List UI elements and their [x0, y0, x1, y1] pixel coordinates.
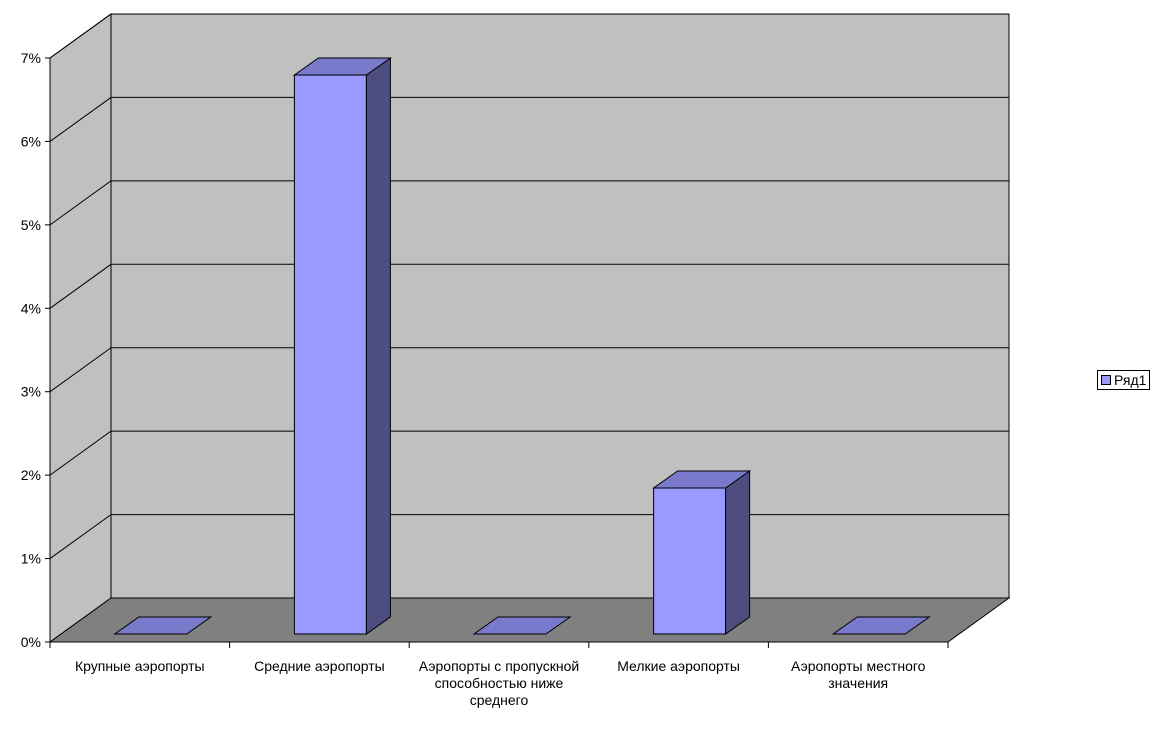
gridline — [49, 263, 1009, 309]
bar-top — [831, 616, 931, 635]
legend: Ряд1 — [1097, 370, 1151, 390]
bar-top — [472, 616, 572, 635]
legend-swatch — [1101, 375, 1111, 385]
gridline — [49, 347, 1009, 393]
x-tick-label: Аэропорты местного значения — [790, 658, 926, 691]
bar-top — [113, 616, 213, 635]
y-tick-label: 4% — [21, 300, 41, 316]
y-tick-label: 3% — [21, 384, 41, 400]
gridline — [49, 180, 1009, 226]
y-tick-label: 5% — [21, 217, 41, 233]
y-tick-label: 1% — [21, 551, 41, 567]
side-wall — [49, 13, 112, 643]
x-tick-label: Аэропорты с пропускной способностью ниже… — [418, 658, 580, 708]
y-tick-label: 0% — [21, 634, 41, 650]
y-tick-label: 6% — [21, 133, 41, 149]
x-tick-label: Средние аэропорты — [254, 658, 385, 674]
x-tick-label: Крупные аэропорты — [74, 658, 205, 674]
bar-side — [365, 57, 391, 635]
bar-top — [652, 470, 752, 489]
bar-front — [293, 74, 367, 635]
gridline — [49, 13, 1009, 59]
gridline — [49, 430, 1009, 476]
x-tick-label: Мелкие аэропорты — [617, 658, 740, 674]
bar-front — [653, 487, 727, 635]
bar-side — [725, 470, 751, 635]
y-tick-label: 2% — [21, 467, 41, 483]
back-wall — [110, 13, 1010, 599]
y-tick-label: 7% — [21, 50, 41, 66]
legend-label: Ряд1 — [1114, 372, 1147, 388]
gridline — [49, 96, 1009, 142]
bar-top — [292, 57, 392, 76]
